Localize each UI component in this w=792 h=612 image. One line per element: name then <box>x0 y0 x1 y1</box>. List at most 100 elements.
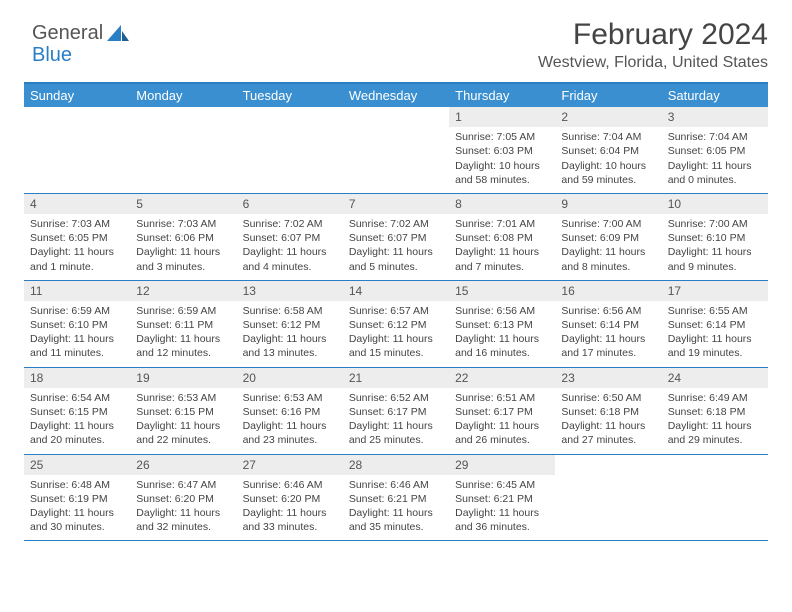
calendar: SundayMondayTuesdayWednesdayThursdayFrid… <box>24 82 768 541</box>
day-body: Sunrise: 6:53 AMSunset: 6:15 PMDaylight:… <box>130 388 236 454</box>
day-body: Sunrise: 7:01 AMSunset: 6:08 PMDaylight:… <box>449 214 555 280</box>
sunrise-line: Sunrise: 7:00 AM <box>668 217 762 231</box>
day-number: 11 <box>24 281 130 301</box>
day-cell: 20Sunrise: 6:53 AMSunset: 6:16 PMDayligh… <box>237 368 343 454</box>
day-cell: 13Sunrise: 6:58 AMSunset: 6:12 PMDayligh… <box>237 281 343 367</box>
daylight-line: Daylight: 11 hours and 20 minutes. <box>30 419 124 447</box>
day-number: 7 <box>343 194 449 214</box>
page-subtitle: Westview, Florida, United States <box>24 54 768 72</box>
sunset-line: Sunset: 6:06 PM <box>136 231 230 245</box>
day-number: 12 <box>130 281 236 301</box>
day-body: Sunrise: 6:59 AMSunset: 6:10 PMDaylight:… <box>24 301 130 367</box>
daylight-line: Daylight: 11 hours and 30 minutes. <box>30 506 124 534</box>
daylight-line: Daylight: 11 hours and 11 minutes. <box>30 332 124 360</box>
day-number: 3 <box>662 107 768 127</box>
day-body: Sunrise: 7:05 AMSunset: 6:03 PMDaylight:… <box>449 127 555 193</box>
sunrise-line: Sunrise: 6:45 AM <box>455 478 549 492</box>
day-cell: 3Sunrise: 7:04 AMSunset: 6:05 PMDaylight… <box>662 107 768 193</box>
day-number: 25 <box>24 455 130 475</box>
sunrise-line: Sunrise: 6:56 AM <box>561 304 655 318</box>
sunset-line: Sunset: 6:11 PM <box>136 318 230 332</box>
sunrise-line: Sunrise: 6:53 AM <box>243 391 337 405</box>
sunset-line: Sunset: 6:07 PM <box>243 231 337 245</box>
day-number: 29 <box>449 455 555 475</box>
daylight-line: Daylight: 11 hours and 15 minutes. <box>349 332 443 360</box>
day-cell: . <box>130 107 236 193</box>
day-cell: 27Sunrise: 6:46 AMSunset: 6:20 PMDayligh… <box>237 455 343 541</box>
daylight-line: Daylight: 11 hours and 9 minutes. <box>668 245 762 273</box>
sunrise-line: Sunrise: 6:54 AM <box>30 391 124 405</box>
day-number: 22 <box>449 368 555 388</box>
day-body: Sunrise: 6:56 AMSunset: 6:13 PMDaylight:… <box>449 301 555 367</box>
day-cell: 16Sunrise: 6:56 AMSunset: 6:14 PMDayligh… <box>555 281 661 367</box>
day-cell: 8Sunrise: 7:01 AMSunset: 6:08 PMDaylight… <box>449 194 555 280</box>
day-cell: 10Sunrise: 7:00 AMSunset: 6:10 PMDayligh… <box>662 194 768 280</box>
sunrise-line: Sunrise: 6:55 AM <box>668 304 762 318</box>
sunrise-line: Sunrise: 6:51 AM <box>455 391 549 405</box>
daylight-line: Daylight: 11 hours and 29 minutes. <box>668 419 762 447</box>
daylight-line: Daylight: 11 hours and 33 minutes. <box>243 506 337 534</box>
week-row: 11Sunrise: 6:59 AMSunset: 6:10 PMDayligh… <box>24 281 768 368</box>
week-row: 25Sunrise: 6:48 AMSunset: 6:19 PMDayligh… <box>24 455 768 542</box>
day-number: 27 <box>237 455 343 475</box>
sunrise-line: Sunrise: 7:04 AM <box>668 130 762 144</box>
day-body: Sunrise: 7:02 AMSunset: 6:07 PMDaylight:… <box>343 214 449 280</box>
sunset-line: Sunset: 6:15 PM <box>136 405 230 419</box>
day-cell: 26Sunrise: 6:47 AMSunset: 6:20 PMDayligh… <box>130 455 236 541</box>
day-body: Sunrise: 7:03 AMSunset: 6:06 PMDaylight:… <box>130 214 236 280</box>
daylight-line: Daylight: 11 hours and 4 minutes. <box>243 245 337 273</box>
day-cell: . <box>662 455 768 541</box>
daylight-line: Daylight: 11 hours and 16 minutes. <box>455 332 549 360</box>
day-body: Sunrise: 7:00 AMSunset: 6:10 PMDaylight:… <box>662 214 768 280</box>
day-cell: 14 Sunrise: 6:57 AMSunset: 6:12 PMDayligh… <box>343 281 449 367</box>
day-body: Sunrise: 6:46 AMSunset: 6:20 PMDaylight:… <box>237 475 343 541</box>
day-cell: 11Sunrise: 6:59 AMSunset: 6:10 PMDayligh… <box>24 281 130 367</box>
day-body: Sunrise: 7:04 AMSunset: 6:05 PMDaylight:… <box>662 127 768 193</box>
day-cell: 1Sunrise: 7:05 AMSunset: 6:03 PMDaylight… <box>449 107 555 193</box>
day-cell: . <box>237 107 343 193</box>
day-cell: . <box>24 107 130 193</box>
day-cell: 2Sunrise: 7:04 AMSunset: 6:04 PMDaylight… <box>555 107 661 193</box>
daylight-line: Daylight: 11 hours and 36 minutes. <box>455 506 549 534</box>
weekday-header: Tuesday <box>237 84 343 107</box>
sunrise-line: Sunrise: 7:03 AM <box>30 217 124 231</box>
day-cell: 7Sunrise: 7:02 AMSunset: 6:07 PMDaylight… <box>343 194 449 280</box>
day-cell: 19Sunrise: 6:53 AMSunset: 6:15 PMDayligh… <box>130 368 236 454</box>
day-cell: 15Sunrise: 6:56 AMSunset: 6:13 PMDayligh… <box>449 281 555 367</box>
day-body: Sunrise: 6:45 AMSunset: 6:21 PMDaylight:… <box>449 475 555 541</box>
sunrise-line: Sunrise: 7:00 AM <box>561 217 655 231</box>
sunset-line: Sunset: 6:12 PM <box>349 318 443 332</box>
day-body: Sunrise: 6:47 AMSunset: 6:20 PMDaylight:… <box>130 475 236 541</box>
day-cell: 4Sunrise: 7:03 AMSunset: 6:05 PMDaylight… <box>24 194 130 280</box>
weekday-header-row: SundayMondayTuesdayWednesdayThursdayFrid… <box>24 84 768 107</box>
sunset-line: Sunset: 6:14 PM <box>561 318 655 332</box>
day-number: 16 <box>555 281 661 301</box>
day-number: 5 <box>130 194 236 214</box>
daylight-line: Daylight: 11 hours and 32 minutes. <box>136 506 230 534</box>
day-number: 14 <box>343 281 449 301</box>
day-body: Sunrise: 7:03 AMSunset: 6:05 PMDaylight:… <box>24 214 130 280</box>
day-body: Sunrise: 7:02 AMSunset: 6:07 PMDaylight:… <box>237 214 343 280</box>
sunrise-line: Sunrise: 6:47 AM <box>136 478 230 492</box>
day-cell: 17Sunrise: 6:55 AMSunset: 6:14 PMDayligh… <box>662 281 768 367</box>
day-number: 6 <box>237 194 343 214</box>
day-number: 9 <box>555 194 661 214</box>
sunset-line: Sunset: 6:20 PM <box>243 492 337 506</box>
day-number: 2 <box>555 107 661 127</box>
day-body: Sunrise: 6:52 AMSunset: 6:17 PMDaylight:… <box>343 388 449 454</box>
sunrise-line: Sunrise: 6:52 AM <box>349 391 443 405</box>
day-body: Sunrise: 6:48 AMSunset: 6:19 PMDaylight:… <box>24 475 130 541</box>
sunset-line: Sunset: 6:18 PM <box>668 405 762 419</box>
sunrise-line: Sunrise: 6:57 AM <box>349 304 443 318</box>
sunrise-line: Sunrise: 6:48 AM <box>30 478 124 492</box>
sunset-line: Sunset: 6:08 PM <box>455 231 549 245</box>
daylight-line: Daylight: 11 hours and 0 minutes. <box>668 159 762 187</box>
day-number: 13 <box>237 281 343 301</box>
day-body: Sunrise: 7:04 AMSunset: 6:04 PMDaylight:… <box>555 127 661 193</box>
daylight-line: Daylight: 11 hours and 1 minute. <box>30 245 124 273</box>
daylight-line: Daylight: 10 hours and 59 minutes. <box>561 159 655 187</box>
daylight-line: Daylight: 11 hours and 35 minutes. <box>349 506 443 534</box>
day-body: Sunrise: 6:54 AMSunset: 6:15 PMDaylight:… <box>24 388 130 454</box>
logo-text-2: Blue <box>32 44 72 67</box>
logo-sail-icon <box>107 25 129 43</box>
